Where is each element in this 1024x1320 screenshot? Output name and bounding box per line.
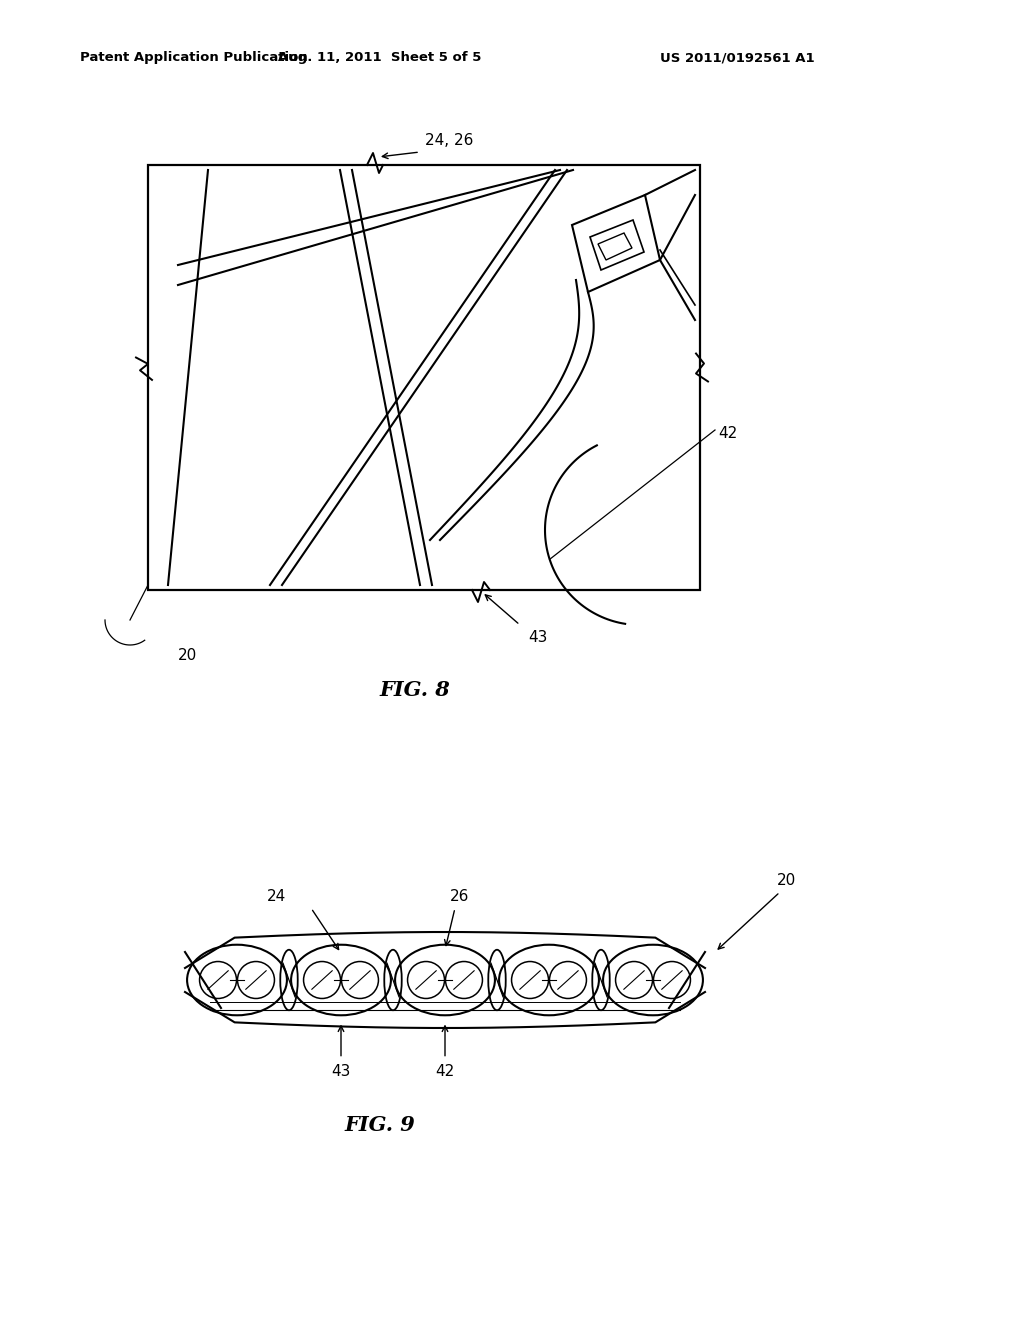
- Text: FIG. 9: FIG. 9: [345, 1115, 416, 1135]
- Text: 24: 24: [266, 888, 286, 904]
- Text: 20: 20: [777, 873, 797, 888]
- Bar: [148, 165, 700, 590]
- Text: 43: 43: [332, 1064, 350, 1078]
- Text: 43: 43: [528, 630, 548, 645]
- Text: US 2011/0192561 A1: US 2011/0192561 A1: [660, 51, 815, 65]
- Text: 26: 26: [450, 888, 469, 904]
- Text: 42: 42: [435, 1064, 455, 1078]
- Text: 20: 20: [178, 648, 198, 663]
- Text: 24, 26: 24, 26: [425, 133, 473, 148]
- Text: Patent Application Publication: Patent Application Publication: [80, 51, 308, 65]
- Text: Aug. 11, 2011  Sheet 5 of 5: Aug. 11, 2011 Sheet 5 of 5: [279, 51, 481, 65]
- Text: 42: 42: [718, 425, 737, 441]
- Text: FIG. 8: FIG. 8: [380, 680, 451, 700]
